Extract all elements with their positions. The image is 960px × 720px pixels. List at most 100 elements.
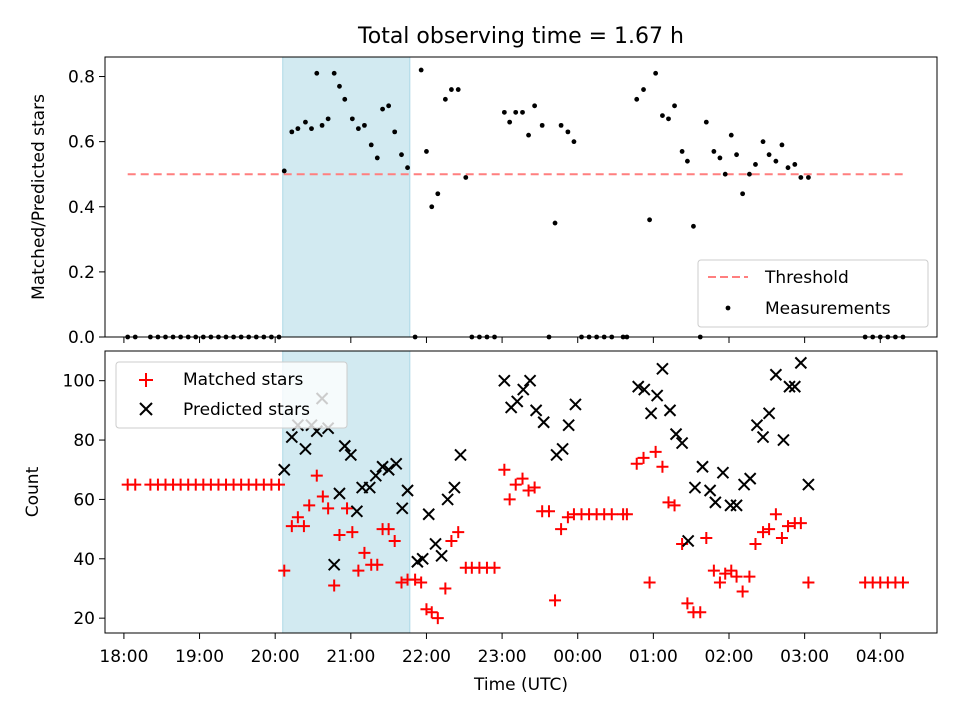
measurement-point	[753, 162, 758, 167]
matched-star-marker	[425, 606, 438, 619]
predicted-star-marker	[777, 433, 790, 447]
predicted-star-marker	[416, 552, 429, 565]
measurement-point	[552, 220, 558, 226]
measurement-point	[331, 70, 337, 76]
measurements-legend-swatch	[725, 305, 731, 311]
measurement-point	[501, 109, 507, 115]
counts-y-tick-label: 60	[73, 490, 95, 510]
matched-star-marker	[285, 520, 298, 533]
measurement-point	[463, 175, 469, 180]
measurement-point	[760, 139, 766, 145]
matched-star-marker	[694, 606, 707, 619]
predicted-star-marker	[716, 466, 730, 479]
counts-panel: Matched stars Predicted stars 20 40 60 80 10…	[23, 350, 938, 695]
counts-legend-box	[115, 361, 348, 429]
matched-star-marker	[382, 523, 395, 536]
measurement-point	[711, 149, 717, 154]
measurement-point	[355, 126, 361, 132]
x-tick-label: 01:00	[629, 647, 678, 667]
matched-star-marker	[322, 502, 335, 515]
predicted-star-marker	[743, 472, 757, 485]
measurement-point	[747, 171, 752, 177]
matched-star-marker	[656, 460, 669, 473]
counts-axes-frame	[104, 350, 938, 634]
matched-star-marker	[662, 496, 675, 509]
predicted-star-marker	[529, 404, 543, 417]
ratio-legend: Threshold Measurements	[697, 259, 929, 328]
measurement-point	[798, 175, 804, 180]
predicted-star-marker	[556, 442, 569, 456]
measurement-point	[319, 122, 325, 128]
predicted-star-marker	[454, 448, 467, 462]
predicted-star-marker	[363, 481, 376, 494]
matched-star-marker	[781, 520, 794, 533]
ratio-x-ticks	[123, 337, 881, 343]
matched-star-marker	[896, 576, 909, 589]
ratio-axes-frame	[104, 56, 938, 338]
predicted-star-marker	[422, 508, 435, 521]
matched-star-marker	[522, 484, 535, 497]
matched-star-marker	[303, 499, 316, 512]
matched-star-marker	[555, 523, 568, 536]
measurement-point	[779, 142, 785, 148]
predicted-star-marker	[333, 487, 346, 500]
measurement-point	[703, 119, 709, 125]
measurement-point	[325, 116, 331, 122]
predicted-star-marker	[498, 374, 511, 387]
measurement-point	[289, 129, 295, 135]
matched-star-marker	[341, 502, 354, 515]
matched-star-marker	[395, 576, 408, 589]
measurement-point	[314, 70, 320, 76]
matched-star-marker	[713, 576, 726, 589]
matched-star-marker	[297, 520, 310, 533]
predicted-star-marker	[278, 463, 291, 476]
predicted-star-marker	[569, 398, 582, 411]
matched-star-marker	[794, 517, 807, 530]
counts-y-tick-label: 100	[63, 372, 95, 392]
matched-star-marker	[516, 472, 529, 485]
measurement-point	[647, 217, 652, 223]
counts-legend: Matched stars Predicted stars	[115, 361, 348, 429]
matched-star-marker	[498, 463, 511, 476]
measurement-point	[392, 129, 398, 135]
matched-star-marker	[272, 478, 285, 491]
predicted-star-marker	[429, 537, 442, 551]
matched-star-marker	[630, 457, 643, 470]
matched-star-marker	[488, 561, 501, 574]
predicted-star-marker	[369, 469, 382, 482]
measurement-point	[349, 116, 355, 122]
matched-star-marker	[700, 532, 713, 545]
x-axis-label: Time (UTC)	[473, 675, 568, 695]
predicted-star-marker	[730, 499, 743, 512]
matched-star-marker	[503, 493, 516, 506]
measurement-point	[679, 149, 685, 154]
x-tick-label: 04:00	[856, 647, 905, 667]
predicted-star-marker	[709, 496, 722, 509]
predicted-star-marker	[350, 505, 364, 518]
measurement-point	[806, 175, 811, 180]
matched-star-marker	[605, 508, 618, 521]
matched-star-marker	[749, 537, 762, 550]
measurement-point	[513, 109, 519, 115]
measurement-point	[691, 223, 696, 229]
matched-star-marker	[763, 523, 776, 536]
predicted-star-marker	[656, 362, 669, 376]
measurement-point	[342, 96, 348, 102]
predicted-star-marker	[299, 442, 312, 456]
x-tick-label: 03:00	[780, 647, 829, 667]
matched-star-marker	[542, 505, 555, 518]
matched-star-marker	[637, 451, 650, 464]
measurement-point	[653, 70, 659, 76]
predicted-star-marker	[511, 395, 524, 408]
predicted-legend-swatch	[139, 402, 153, 416]
measurement-point	[641, 87, 646, 92]
ratio-y-tick-label: 0.2	[68, 263, 95, 283]
measurement-point	[337, 83, 342, 89]
matched-star-marker	[445, 534, 458, 547]
ratio-y-tick-label: 0.8	[68, 68, 95, 88]
counts-y-tick-label: 80	[73, 431, 95, 451]
measurement-point	[455, 87, 461, 92]
matched-star-marker	[757, 526, 770, 539]
